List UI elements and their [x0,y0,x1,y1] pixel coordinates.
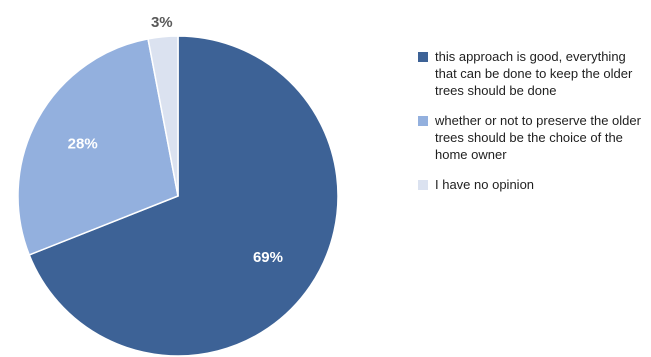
chart-legend: this approach is good, everything that c… [418,48,643,206]
legend-swatch [418,52,428,62]
legend-item-no-opinion: I have no opinion [418,176,643,193]
legend-label: whether or not to preserve the older tre… [435,113,641,162]
slice-label-28: 28% [68,136,98,153]
pie-slice-good-approach [28,35,339,357]
legend-label: this approach is good, everything that c… [435,49,633,98]
slice-label-3: 3% [151,14,173,31]
pie-chart-plot: 69% 28% 3% [17,14,339,357]
pie-slice-no-opinion [147,35,179,197]
legend-label: I have no opinion [435,177,535,192]
legend-swatch [418,116,428,126]
pie-slice-homeowner-choice [17,37,179,256]
legend-swatch [418,180,428,190]
legend-item-good-approach: this approach is good, everything that c… [418,48,643,99]
legend-item-homeowner-choice: whether or not to preserve the older tre… [418,112,643,163]
slice-label-69: 69% [253,249,283,266]
